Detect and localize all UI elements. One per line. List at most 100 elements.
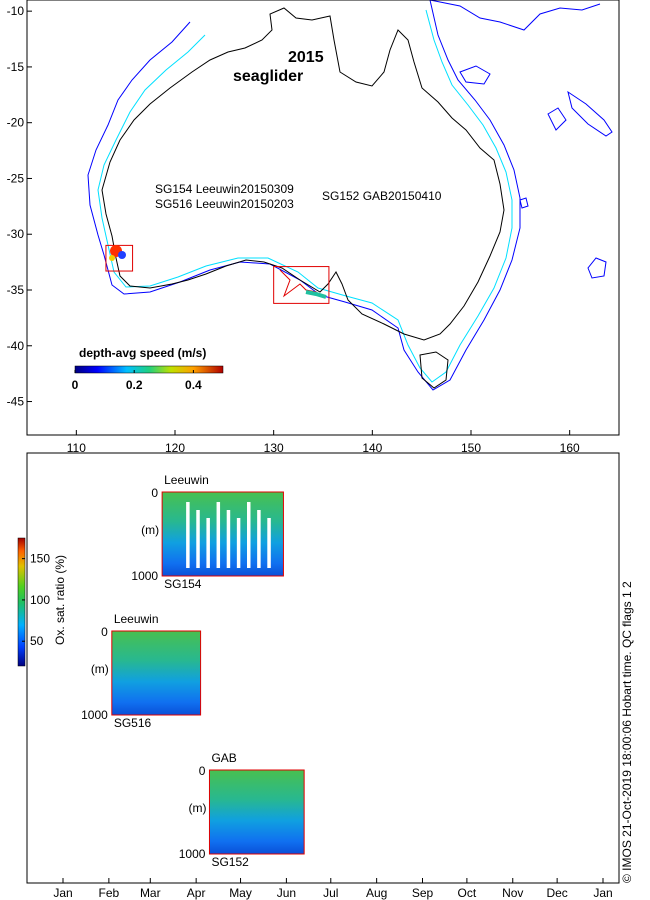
footer-credit: © IMOS 21-Oct-2019 18:00:06 Hobart time.… [620,581,634,883]
section-fill-sg152 [209,770,305,854]
map-y-tick-label-10: -10 [7,4,25,18]
month-tick-label-1: Feb [99,886,120,900]
section-region-label: Leeuwin [164,473,209,487]
section-depth-unit: (m) [188,801,206,815]
section-frame-sg152 [208,769,305,855]
speed-colorbar [74,365,224,374]
month-tick-label-5: Jun [277,886,296,900]
oxygen-colorbar-label: Ox. sat. ratio (%) [53,555,67,645]
section-depth-top: 0 [151,486,158,500]
section-depth-top: 0 [199,764,206,778]
track-leeuwin-speed-low [109,255,115,261]
section-gap-4 [226,510,231,568]
section-gap-3 [216,502,221,568]
map-y-tick-label-15: -15 [7,60,25,74]
section-depth-top: 0 [101,625,108,639]
month-tick-label-0: Jan [53,886,72,900]
map-axes [26,0,620,436]
deployment-sections: Leeuwin 0 1000 (m) SG154 Leeuwin 0 1000 (m) SG516… [81,473,305,869]
track-leeuwin-speed-mid [118,251,126,259]
section-gap-8 [267,518,271,568]
month-tick-label-2: Mar [140,886,161,900]
section-frame-sg154 [161,491,284,577]
map-x-tick-label-110: 110 [67,441,86,455]
deployment-label-sg154: SG154 Leeuwin20150309 [155,182,294,196]
month-tick-label-3: Apr [187,886,206,900]
tasmania-coast [419,351,449,389]
speed-colorbar-label: depth-avg speed (m/s) [79,346,206,360]
isobath-200m [97,9,513,383]
oxygen-colorbar [17,537,26,667]
oxygen-colorbar-ticks: 50 100 150 [22,552,50,648]
month-tick-label-7: Aug [366,886,387,900]
month-tick-label-4: May [229,886,252,900]
month-tick-label-8: Sep [412,886,434,900]
map-y-tick-label-20: -20 [7,116,25,130]
map-y-tick-label-45: -45 [7,395,25,409]
map-y-ticks: -10 -15 -20 -25 -30 -35 -40 -45 [7,4,32,409]
month-tick-label-6: Jul [323,886,338,900]
section-gap-5 [236,518,241,568]
section-gap-6 [247,502,251,568]
coral-sea-reefs [459,65,607,279]
section-sg152: GAB 0 1000 (m) SG152 [179,751,305,869]
map-title-word: seaglider [233,68,303,85]
region-box-gab [273,266,330,304]
section-gap-7 [257,510,261,568]
ox-tick-label-0: 50 [30,634,44,648]
section-glider-label: SG154 [164,577,202,591]
map-y-tick-label-30: -30 [7,227,25,241]
map-x-tick-label-120: 120 [165,441,185,455]
section-depth-bottom: 1000 [81,708,108,722]
section-depth-unit: (m) [91,662,109,676]
track-gab-speed [305,290,327,299]
map-panel: 110 120 130 140 150 160 -10 -15 -20 -25 -30 -35 -40… [7,0,620,455]
section-region-label: Leeuwin [114,612,159,626]
section-glider-label: SG152 [211,855,249,869]
section-gap-0 [186,502,190,568]
map-x-tick-label-150: 150 [461,441,481,455]
month-tick-label-10: Nov [502,886,523,900]
speed-tick-label-2: 0.4 [185,378,202,392]
section-fill-sg516 [111,631,201,715]
section-region-label: GAB [211,751,236,765]
month-ticks: Jan Feb Mar Apr May Jun Jul Aug Sep Oct Nov Dec Jan [53,878,613,900]
section-gap-2 [206,518,210,568]
section-depth-unit: (m) [141,523,159,537]
coastline [101,7,505,341]
section-frame-sg516 [111,630,202,716]
region-box-leeuwin [105,244,134,272]
ox-tick-label-2: 150 [30,552,50,566]
map-y-tick-label-40: -40 [7,339,25,353]
section-sg154: Leeuwin 0 1000 (m) SG154 [131,473,284,591]
png-coast [429,0,601,31]
new-caledonia [567,90,613,137]
speed-tick-label-1: 0.2 [126,378,143,392]
section-glider-label: SG516 [114,716,152,730]
timeline-axes [26,452,620,884]
section-depth-bottom: 1000 [131,569,158,583]
map-x-tick-label-160: 160 [560,441,580,455]
deployment-label-sg152: SG152 GAB20150410 [322,189,442,203]
sections-panel: Jan Feb Mar Apr May Jun Jul Aug Sep Oct Nov Dec Jan … [17,452,620,900]
section-sg516: Leeuwin 0 1000 (m) SG516 [81,612,202,730]
section-depth-bottom: 1000 [179,847,206,861]
map-x-ticks: 110 120 130 140 150 160 [67,430,580,455]
isobath-2000m [87,0,521,391]
ox-tick-label-1: 100 [30,593,50,607]
map-y-tick-label-35: -35 [7,283,25,297]
section-fill-sg154 [162,492,284,576]
month-tick-label-12: Jan [593,886,612,900]
section-gap-1 [196,510,200,568]
map-title-year: 2015 [288,49,324,66]
map-y-tick-label-25: -25 [7,171,25,185]
month-tick-label-11: Dec [546,886,567,900]
month-tick-label-9: Oct [458,886,477,900]
speed-colorbar-ticks: 0 0.2 0.4 [72,370,202,392]
speed-tick-label-0: 0 [72,378,79,392]
map-x-tick-label-130: 130 [264,441,284,455]
map-x-tick-label-140: 140 [362,441,382,455]
deployment-label-sg516: SG516 Leeuwin20150203 [155,197,294,211]
glider-tracks [109,245,327,299]
